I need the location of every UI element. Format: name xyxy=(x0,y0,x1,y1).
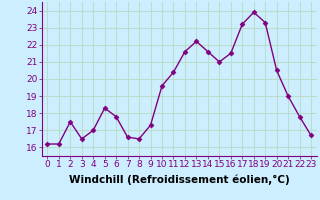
X-axis label: Windchill (Refroidissement éolien,°C): Windchill (Refroidissement éolien,°C) xyxy=(69,175,290,185)
